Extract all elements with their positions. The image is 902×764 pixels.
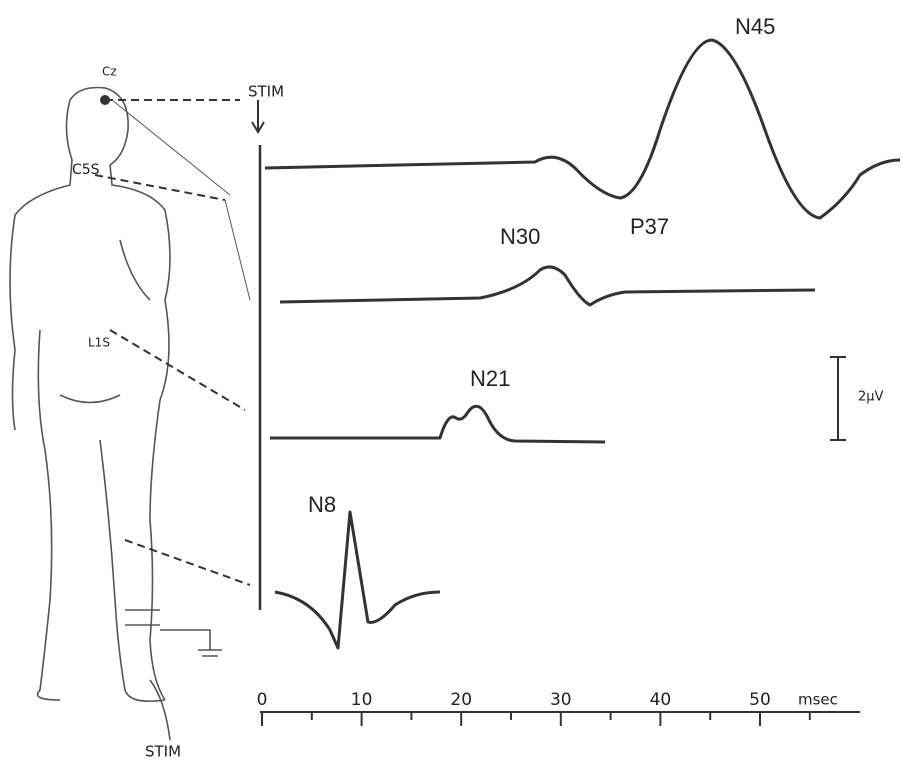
electrode <box>100 95 110 105</box>
stim-label: STIM <box>248 83 284 101</box>
peak-label: N30 <box>500 224 540 249</box>
trace <box>270 406 605 442</box>
electrode-leads <box>95 100 250 585</box>
scale-label: 2µV <box>858 390 884 405</box>
figure <box>10 88 222 741</box>
peak-label: P37 <box>630 214 669 239</box>
electrode-label: Cz <box>102 65 117 79</box>
tick-label: 50 <box>749 690 771 710</box>
tick-label: 20 <box>450 690 472 710</box>
stim-arrow <box>252 100 264 132</box>
scale-bar <box>830 357 846 440</box>
peak-label: N45 <box>735 14 775 39</box>
stim-label: STIM <box>145 743 181 761</box>
tick-label: 40 <box>650 690 672 710</box>
trace <box>280 267 815 305</box>
electrode-label: C5S <box>72 162 100 178</box>
tick-label: 30 <box>550 690 572 710</box>
trace <box>275 512 440 648</box>
tick-label: 10 <box>351 690 373 710</box>
peak-label: N21 <box>470 366 510 391</box>
diagram: STIM STIM Cz C5S L1S N45 P37 N30 N21 N8 … <box>0 0 902 764</box>
axis-unit: msec <box>798 691 838 709</box>
tick-label: 0 <box>257 690 268 710</box>
peak-label: N8 <box>308 492 336 517</box>
trace <box>265 40 900 218</box>
lead <box>112 100 250 300</box>
electrode-label: L1S <box>88 336 110 350</box>
